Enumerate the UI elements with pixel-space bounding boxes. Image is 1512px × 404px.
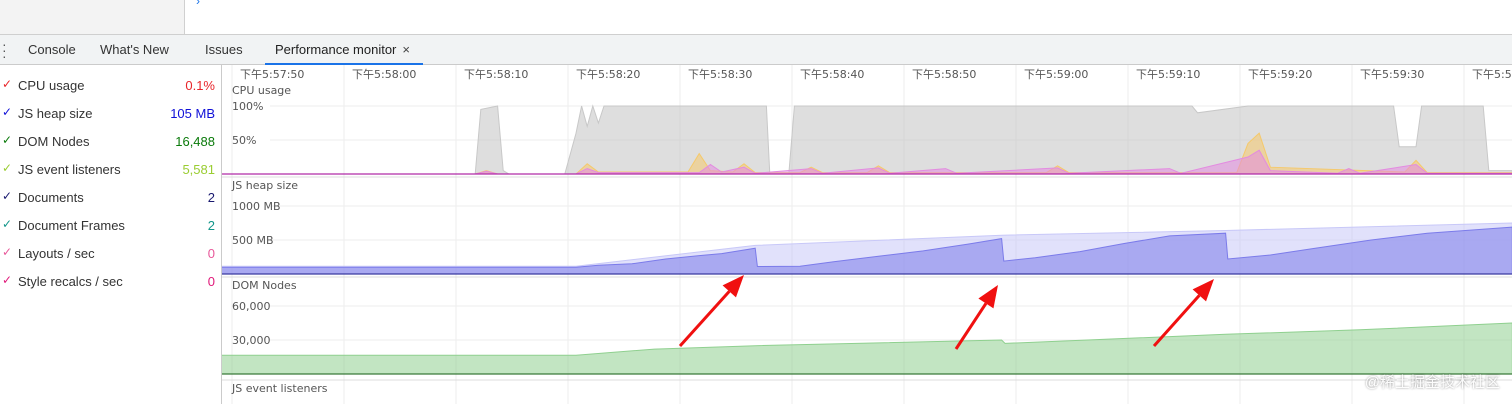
metric-value: 105 MB (170, 106, 215, 121)
checkmark-icon[interactable]: ✓ (2, 273, 13, 287)
arrow-head-icon (978, 285, 998, 309)
checkmark-icon[interactable]: ✓ (2, 217, 13, 231)
time-tick-label: 下午5:59:00 (1024, 68, 1088, 81)
checkmark-icon[interactable]: ✓ (2, 77, 13, 91)
checkmark-icon[interactable]: ✓ (2, 105, 13, 119)
chart-title: CPU usage (232, 84, 291, 97)
annotation-arrow (678, 290, 731, 348)
metric-value: 2 (207, 218, 215, 233)
annotation-arrow (954, 302, 988, 350)
metric-label: Documents (18, 190, 84, 205)
metric-value: 2 (207, 190, 215, 205)
chart-cpu-usage: CPU usage 100% 50% (222, 84, 1512, 175)
time-tick-label: 下午5:58:30 (688, 68, 752, 81)
y-tick-label: 30,000 (232, 334, 271, 347)
more-tabs-icon[interactable]: · · · (2, 36, 7, 64)
arrow-head-icon (722, 275, 744, 298)
checkmark-icon[interactable]: ✓ (2, 245, 13, 259)
arrow-head-icon (1192, 279, 1214, 302)
metric-js-event-listeners[interactable]: ✓ JS event listeners 5,581 (0, 160, 215, 180)
metric-value: 0 (207, 246, 215, 261)
metric-label: JS event listeners (18, 162, 121, 177)
metric-document-frames[interactable]: ✓ Document Frames 2 (0, 216, 215, 236)
metrics-sidebar: ✓ CPU usage 0.1% ✓ JS heap size 105 MB ✓ DOM No… (0, 65, 222, 404)
checkmark-icon[interactable]: ✓ (2, 133, 13, 147)
y-tick-label: 60,000 (232, 300, 271, 313)
close-icon[interactable]: × (402, 42, 410, 57)
metric-value: 16,488 (175, 134, 215, 149)
metric-label: JS heap size (18, 106, 93, 121)
chart-title: JS heap size (231, 179, 298, 192)
metric-label: CPU usage (18, 78, 85, 93)
sources-sidebar (0, 0, 185, 34)
watermark: @稀土掘金技术社区 (1364, 374, 1500, 391)
time-tick-label: 下午5:59:30 (1360, 68, 1424, 81)
metric-value: 5,581 (182, 162, 215, 177)
metric-label: DOM Nodes (18, 134, 90, 149)
drawer-tab-bar: · · · Console What's New Issues Performanc… (0, 35, 1512, 65)
tab-issues[interactable]: Issues (205, 35, 243, 65)
time-tick-label: 下午5:58:40 (800, 68, 864, 81)
tab-label: Performance monitor (275, 42, 397, 57)
tab-label: What's New (100, 42, 169, 57)
y-tick-label: 1000 MB (232, 200, 281, 213)
chart-dom-nodes: DOM Nodes 60,000 30,000 (222, 276, 1512, 375)
metric-label: Document Frames (18, 218, 125, 233)
time-tick-label: 下午5:58:10 (464, 68, 528, 81)
metric-label: Style recalcs / sec (18, 274, 123, 289)
metric-value: 0 (207, 274, 215, 289)
time-tick-label: 下午5:58:00 (352, 68, 416, 81)
metric-cpu-usage[interactable]: ✓ CPU usage 0.1% (0, 76, 215, 96)
metric-js-heap-size[interactable]: ✓ JS heap size 105 MB (0, 104, 215, 124)
series-area (222, 226, 1512, 275)
tab-whats-new[interactable]: What's New (100, 35, 169, 65)
chart-title: DOM Nodes (232, 279, 297, 292)
tab-performance-monitor[interactable]: Performance monitor × (265, 35, 423, 65)
tab-label: Issues (205, 42, 243, 57)
y-tick-label: 100% (232, 100, 263, 113)
y-tick-label: 50% (232, 134, 256, 147)
series-area (222, 322, 1512, 375)
time-tick-label: 下午5:59:20 (1248, 68, 1312, 81)
chart-js-event-listeners: JS event listeners (222, 379, 1512, 395)
time-tick-label: 下午5:58:20 (576, 68, 640, 81)
time-tick-label: 下午5:57:50 (240, 68, 304, 81)
time-tick-label: 下午5:5 (1472, 68, 1512, 81)
metric-style-recalcs-sec[interactable]: ✓ Style recalcs / sec 0 (0, 272, 215, 292)
tab-console[interactable]: Console (28, 35, 76, 65)
console-prompt-icon: › (196, 0, 200, 8)
metric-label: Layouts / sec (18, 246, 95, 261)
metric-layouts-sec[interactable]: ✓ Layouts / sec 0 (0, 244, 215, 264)
metric-documents[interactable]: ✓ Documents 2 (0, 188, 215, 208)
devtools-top-pane: › (0, 0, 1512, 35)
time-tick-label: 下午5:59:10 (1136, 68, 1200, 81)
time-tick-label: 下午5:58:50 (912, 68, 976, 81)
metric-dom-nodes[interactable]: ✓ DOM Nodes 16,488 (0, 132, 215, 152)
chart-title: JS event listeners (231, 382, 328, 395)
series-area (222, 149, 1512, 175)
checkmark-icon[interactable]: ✓ (2, 189, 13, 203)
charts-svg: 下午5:57:50 下午5:58:00 下午5:58:10 下午5:58:20 下午5:… (222, 65, 1512, 404)
checkmark-icon[interactable]: ✓ (2, 161, 13, 175)
tab-label: Console (28, 42, 76, 57)
annotation-arrow (1152, 294, 1201, 348)
chart-js-heap-size: JS heap size 1000 MB 500 MB (222, 176, 1512, 275)
performance-charts: 下午5:57:50 下午5:58:00 下午5:58:10 下午5:58:20 下午5:… (222, 65, 1512, 404)
metric-value: 0.1% (185, 78, 215, 93)
y-tick-label: 500 MB (232, 234, 274, 247)
